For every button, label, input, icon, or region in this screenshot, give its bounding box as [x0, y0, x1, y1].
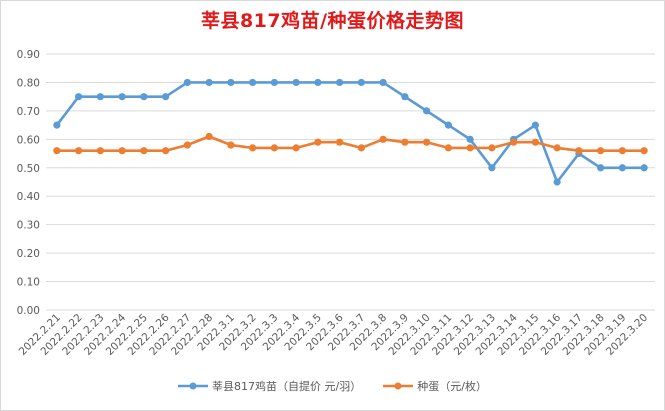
data-point-0: [466, 135, 474, 143]
data-point-1: [357, 144, 365, 152]
legend-swatch-egg: [383, 382, 414, 390]
data-point-1: [270, 144, 278, 152]
data-point-0: [336, 78, 344, 87]
data-point-1: [597, 147, 605, 155]
data-point-1: [401, 138, 409, 146]
data-point-1: [183, 141, 191, 149]
data-point-1: [336, 138, 344, 146]
data-point-1: [531, 138, 539, 146]
data-point-1: [140, 147, 148, 155]
data-point-1: [618, 147, 626, 155]
data-point-1: [53, 147, 61, 155]
data-point-1: [75, 147, 83, 155]
data-point-0: [270, 78, 278, 87]
data-point-0: [118, 93, 126, 101]
data-point-1: [227, 141, 235, 149]
legend-swatch-chick: [178, 382, 209, 390]
y-tick-label: 0.30: [17, 220, 40, 232]
y-tick-label: 0.40: [17, 191, 40, 203]
legend-item-egg: 种蛋（元/枚）: [383, 378, 487, 394]
y-tick-label: 0.80: [17, 77, 40, 89]
data-point-0: [357, 78, 365, 87]
data-point-1: [118, 147, 126, 155]
data-point-0: [640, 164, 648, 172]
y-tick-label: 0.20: [17, 248, 40, 260]
data-point-1: [553, 144, 561, 152]
data-point-1: [640, 147, 648, 155]
y-tick-label: 0.50: [17, 163, 40, 175]
data-point-0: [553, 178, 561, 186]
data-point-0: [96, 93, 104, 101]
data-point-1: [488, 144, 496, 152]
data-point-0: [227, 78, 235, 87]
y-tick-label: 0.90: [17, 49, 40, 61]
data-point-0: [53, 121, 61, 129]
y-tick-label: 0.10: [17, 277, 40, 289]
data-point-0: [531, 121, 539, 129]
data-point-0: [140, 93, 148, 101]
data-point-1: [162, 147, 170, 155]
data-point-0: [75, 93, 83, 101]
data-point-1: [466, 144, 474, 152]
data-point-1: [205, 132, 213, 141]
data-point-0: [205, 78, 213, 87]
data-point-1: [379, 135, 387, 143]
y-tick-label: 0.00: [17, 305, 40, 317]
data-point-1: [96, 147, 104, 155]
data-point-0: [423, 107, 431, 115]
series-line-0: [55, 81, 645, 184]
legend: 莘县817鸡苗（自提价 元/羽） 种蛋（元/枚）: [0, 378, 665, 394]
data-point-0: [162, 93, 170, 101]
legend-label-egg: 种蛋（元/枚）: [417, 380, 487, 393]
data-point-1: [314, 138, 322, 146]
data-point-1: [510, 138, 518, 146]
data-point-0: [292, 78, 300, 87]
data-point-1: [249, 144, 257, 152]
data-point-1: [292, 144, 300, 152]
data-point-0: [183, 78, 191, 87]
chart-title: 莘县817鸡苗/种蛋价格走势图: [200, 10, 465, 32]
data-point-1: [444, 144, 452, 152]
data-point-0: [444, 121, 452, 129]
data-point-1: [575, 147, 583, 155]
y-tick-label: 0.70: [17, 106, 40, 118]
data-point-0: [379, 78, 387, 87]
y-tick-label: 0.60: [17, 134, 40, 146]
data-point-0: [488, 164, 496, 172]
legend-item-chick: 莘县817鸡苗（自提价 元/羽）: [178, 378, 361, 394]
data-point-0: [249, 78, 257, 87]
data-point-0: [401, 93, 409, 101]
data-point-0: [618, 164, 626, 172]
data-point-0: [597, 164, 605, 172]
data-point-1: [423, 138, 431, 146]
series-line-1: [56, 135, 645, 152]
data-point-0: [314, 78, 322, 87]
legend-label-chick: 莘县817鸡苗（自提价 元/羽）: [212, 380, 362, 393]
